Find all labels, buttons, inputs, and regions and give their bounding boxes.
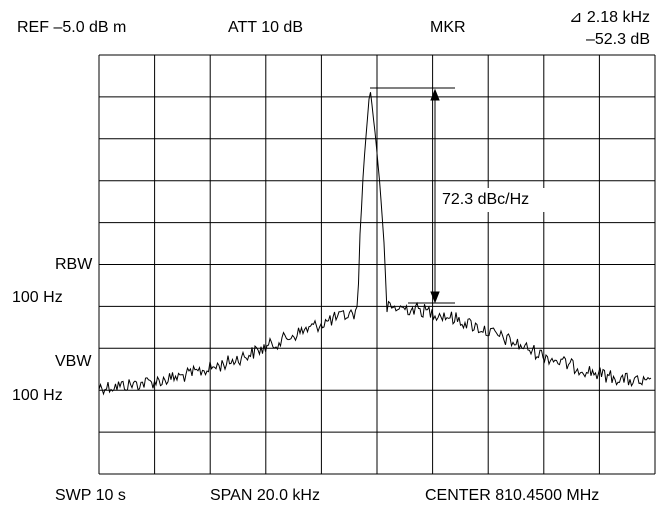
- delta-freq: ⊿ 2.18 kHz: [569, 9, 650, 26]
- marker-label: MKR: [430, 19, 466, 36]
- attenuation: ATT 10 dB: [228, 19, 303, 36]
- span: SPAN 20.0 kHz: [210, 487, 320, 504]
- grid: [98, 54, 656, 475]
- marker-lines: [370, 87, 455, 304]
- annotation-bg: [438, 188, 558, 212]
- annotation: 72.3 dBc/Hz: [442, 191, 529, 208]
- vbw-label: VBW: [55, 353, 92, 370]
- delta-level: –52.3 dB: [586, 31, 650, 48]
- sweep: SWP 10 s: [55, 487, 126, 504]
- rbw-label: RBW: [55, 256, 93, 273]
- ref-level: REF –5.0 dB m: [17, 19, 126, 36]
- arrow-heads: [430, 88, 440, 304]
- center-freq: CENTER 810.4500 MHz: [425, 487, 599, 504]
- trace: [98, 92, 652, 396]
- vbw-value: 100 Hz: [12, 387, 63, 404]
- rbw-value: 100 Hz: [12, 289, 63, 306]
